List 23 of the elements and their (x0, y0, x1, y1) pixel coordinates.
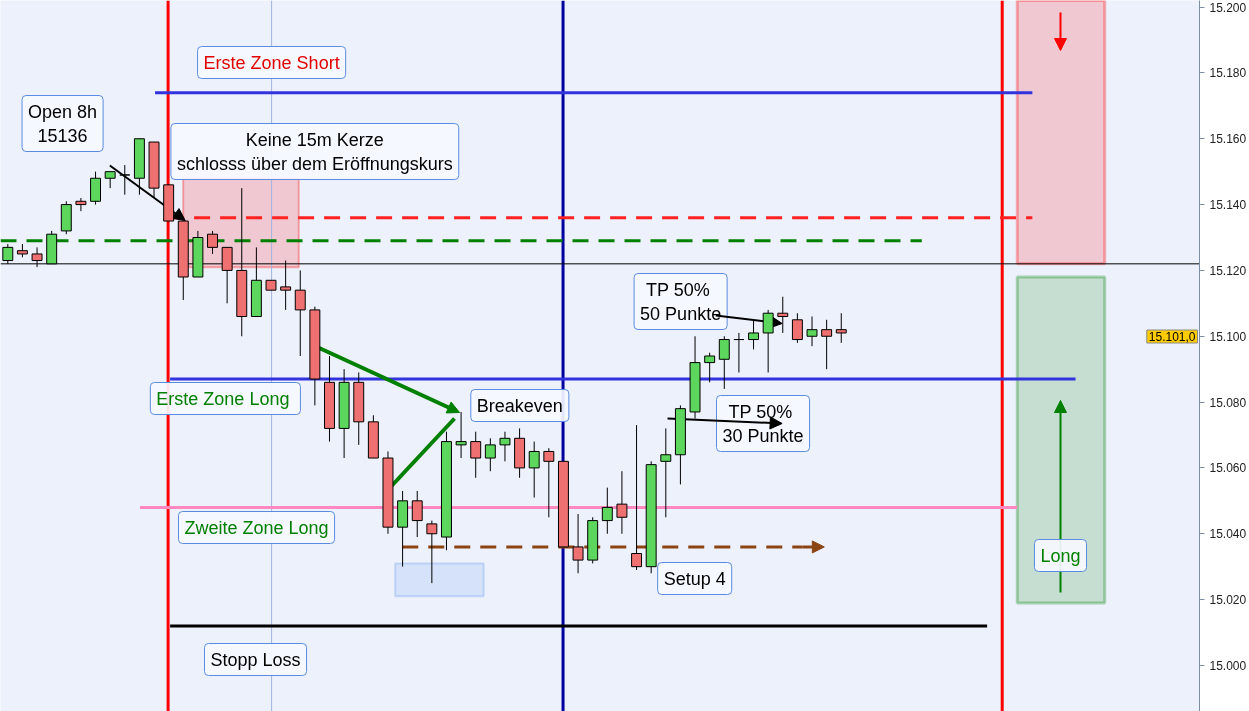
y-tick-label: 15.160 (1209, 132, 1247, 147)
annotation: 15.101,0 (1148, 330, 1196, 344)
ref-line-label: Erste Zone Long (156, 388, 290, 409)
y-tick-label: 15.040 (1209, 527, 1247, 542)
y-tick-label: 15.200 (1209, 0, 1247, 15)
y-tick-label: 15.060 (1209, 461, 1247, 476)
annotation: Breakeven (476, 395, 563, 416)
y-tick-label: 15.000 (1209, 658, 1247, 673)
annotation: TP 50% 50 Punkte (640, 279, 722, 324)
band-label: Long (1040, 545, 1081, 566)
ref-line-label: Erste Zone Short (203, 52, 340, 73)
y-tick-label: 15.080 (1209, 395, 1247, 410)
annotation: TP 50% 30 Punkte (722, 401, 804, 446)
y-tick-label: 15.100 (1209, 329, 1247, 344)
y-tick-label: 15.020 (1209, 593, 1247, 608)
y-tick-label: 15.180 (1209, 66, 1247, 81)
y-tick-label: 15.120 (1209, 263, 1247, 278)
annotation: Open 8h 15136 (28, 101, 98, 146)
band-label: Keine 15m Kerze schlosss über dem Eröffnungskurs (176, 129, 453, 174)
ref-line-label: Zweite Zone Long (184, 517, 329, 538)
y-tick-label: 15.140 (1209, 198, 1247, 213)
annotation: Setup 4 (663, 568, 726, 589)
ref-line-label: Stopp Loss (210, 649, 301, 670)
